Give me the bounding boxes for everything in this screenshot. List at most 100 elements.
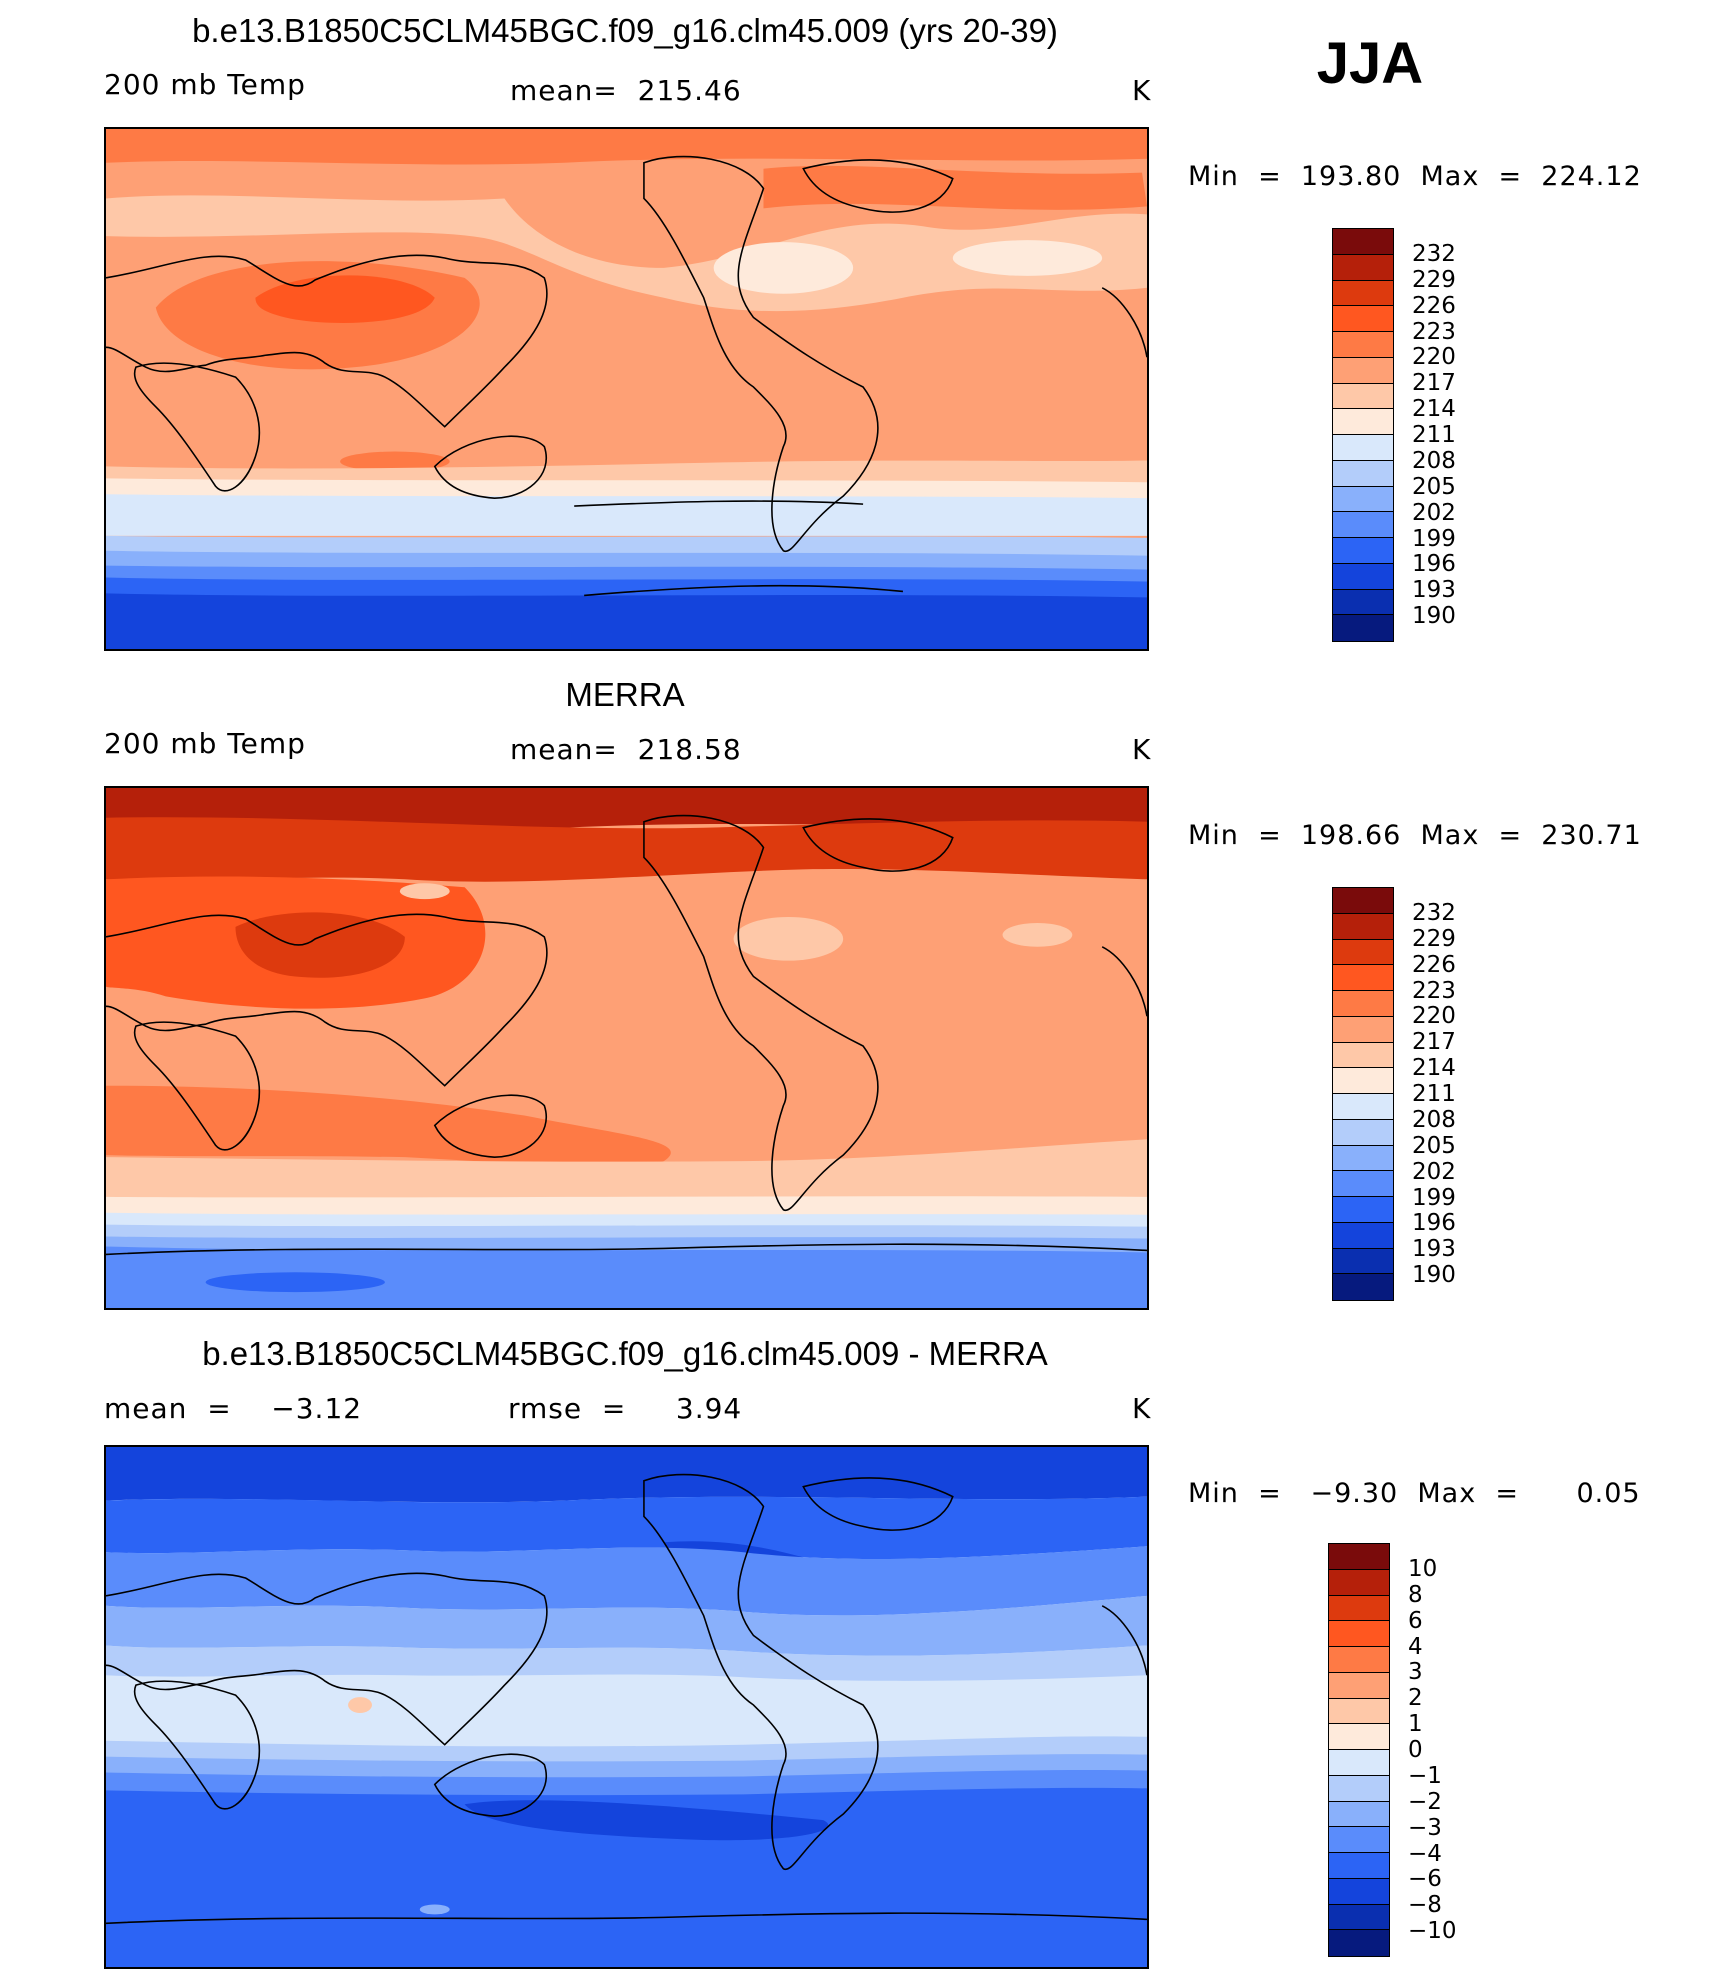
colorbar-swatch (1329, 1775, 1389, 1802)
colorbar-level-label: −3 (1408, 1814, 1442, 1841)
colorbar-level-label: 190 (1412, 603, 1456, 630)
colorbar-swatch (1333, 254, 1393, 281)
colorbar-swatch (1333, 460, 1393, 487)
colorbar-swatch (1329, 1647, 1389, 1673)
colorbar-swatch (1333, 357, 1393, 384)
panel-3-map (104, 1445, 1149, 1969)
colorbar-swatch (1329, 1801, 1389, 1828)
panel-3-title: b.e13.B1850C5CLM45BGC.f09_g16.clm45.009 … (202, 1335, 1048, 1372)
colorbar-swatch (1333, 486, 1393, 513)
colorbar-level-label: 3 (1408, 1659, 1423, 1686)
colorbar-swatch (1329, 1621, 1389, 1647)
colorbar-level-label: 1 (1408, 1711, 1423, 1738)
colorbar-level-label: 220 (1412, 344, 1456, 371)
colorbar-level-label: 190 (1412, 1262, 1456, 1289)
colorbar-level-label: 205 (1412, 473, 1456, 500)
colorbar-level-label: 214 (1412, 396, 1456, 423)
colorbar-level-label: 4 (1408, 1633, 1423, 1660)
colorbar-swatch (1329, 1724, 1389, 1750)
colorbar-swatch (1333, 965, 1393, 991)
colorbar-level-label: 211 (1412, 422, 1456, 448)
panel-1-colorbar (1332, 228, 1394, 642)
colorbar-swatch (1333, 888, 1393, 914)
colorbar-level-label: 214 (1412, 1055, 1456, 1082)
colorbar-swatch (1333, 1145, 1393, 1172)
colorbar-level-label: 229 (1412, 266, 1456, 293)
colorbar-swatch (1333, 332, 1393, 358)
colorbar-swatch (1333, 1274, 1393, 1300)
colorbar-swatch (1333, 435, 1393, 461)
colorbar-level-label: 232 (1412, 240, 1456, 267)
colorbar-swatch (1329, 1827, 1389, 1853)
colorbar-swatch (1333, 1248, 1393, 1275)
colorbar-level-label: 223 (1412, 318, 1456, 345)
panel-1-title: b.e13.B1850C5CLM45BGC.f09_g16.clm45.009 … (192, 12, 1058, 49)
panel-2-mean-label: mean= 218.58 (510, 733, 742, 766)
panel-3-rmse-label: rmse = 3.94 (508, 1392, 743, 1425)
colorbar-level-label: 199 (1412, 1184, 1456, 1211)
panel-2-minmax: Min = 198.66 Max = 230.71 (1188, 820, 1642, 851)
colorbar-level-label: 208 (1412, 447, 1456, 474)
colorbar-swatch (1329, 1544, 1389, 1570)
colorbar-level-label: 220 (1412, 1003, 1456, 1030)
colorbar-level-label: 217 (1412, 1029, 1456, 1056)
colorbar-swatch (1333, 229, 1393, 255)
colorbar-swatch (1333, 991, 1393, 1017)
colorbar-level-label: −2 (1408, 1788, 1442, 1815)
colorbar-swatch (1329, 1595, 1389, 1622)
colorbar-swatch (1329, 1672, 1389, 1699)
colorbar-level-label: 232 (1412, 899, 1456, 926)
colorbar-swatch (1333, 1094, 1393, 1120)
colorbar-level-label: 193 (1412, 577, 1456, 604)
colorbar-swatch (1333, 1068, 1393, 1094)
colorbar-swatch (1333, 1197, 1393, 1223)
colorbar-swatch (1333, 589, 1393, 616)
panel-3-units: K (1132, 1392, 1152, 1425)
colorbar-swatch (1333, 409, 1393, 435)
colorbar-level-label: −6 (1408, 1866, 1442, 1893)
colorbar-level-label: 199 (1412, 525, 1456, 552)
colorbar-swatch (1333, 1119, 1393, 1146)
panel-1-variable-label: 200 mb Temp (104, 68, 306, 101)
colorbar-swatch (1329, 1698, 1389, 1725)
colorbar-swatch (1333, 1042, 1393, 1069)
colorbar-swatch (1329, 1569, 1389, 1596)
colorbar-swatch (1333, 1222, 1393, 1249)
colorbar-level-label: −4 (1408, 1840, 1442, 1867)
colorbar-swatch (1333, 280, 1393, 307)
panel-2-colorbar (1332, 887, 1394, 1301)
panel-2-units: K (1132, 733, 1152, 766)
colorbar-level-label: 211 (1412, 1081, 1456, 1107)
colorbar-swatch (1333, 1016, 1393, 1043)
colorbar-level-label: 2 (1408, 1685, 1423, 1712)
colorbar-level-label: 0 (1408, 1737, 1423, 1763)
colorbar-level-label: −8 (1408, 1892, 1442, 1919)
colorbar-level-label: 208 (1412, 1106, 1456, 1133)
colorbar-swatch (1333, 615, 1393, 641)
panel-2-title: MERRA (565, 676, 685, 713)
colorbar-swatch (1329, 1904, 1389, 1931)
colorbar-level-label: 229 (1412, 925, 1456, 952)
colorbar-level-label: 10 (1408, 1555, 1438, 1582)
colorbar-swatch (1333, 939, 1393, 966)
colorbar-swatch (1333, 538, 1393, 564)
colorbar-level-label: 202 (1412, 1158, 1456, 1185)
colorbar-level-label: 226 (1412, 292, 1456, 319)
colorbar-level-label: 8 (1408, 1581, 1423, 1608)
colorbar-level-label: 193 (1412, 1236, 1456, 1263)
colorbar-level-label: 196 (1412, 551, 1456, 578)
colorbar-swatch (1329, 1878, 1389, 1905)
panel-1-mean-label: mean= 215.46 (510, 74, 742, 107)
colorbar-level-label: 223 (1412, 977, 1456, 1004)
panel-1-minmax: Min = 193.80 Max = 224.12 (1188, 161, 1642, 192)
season-label: JJA (1316, 31, 1424, 96)
colorbar-swatch (1333, 512, 1393, 538)
panel-2-variable-label: 200 mb Temp (104, 727, 306, 760)
panel-3-minmax: Min = −9.30 Max = 0.05 (1188, 1478, 1641, 1509)
colorbar-level-label: 196 (1412, 1210, 1456, 1237)
panel-1-units: K (1132, 74, 1152, 107)
colorbar-swatch (1333, 563, 1393, 590)
colorbar-swatch (1329, 1750, 1389, 1776)
colorbar-swatch (1333, 383, 1393, 410)
colorbar-level-label: 202 (1412, 499, 1456, 526)
